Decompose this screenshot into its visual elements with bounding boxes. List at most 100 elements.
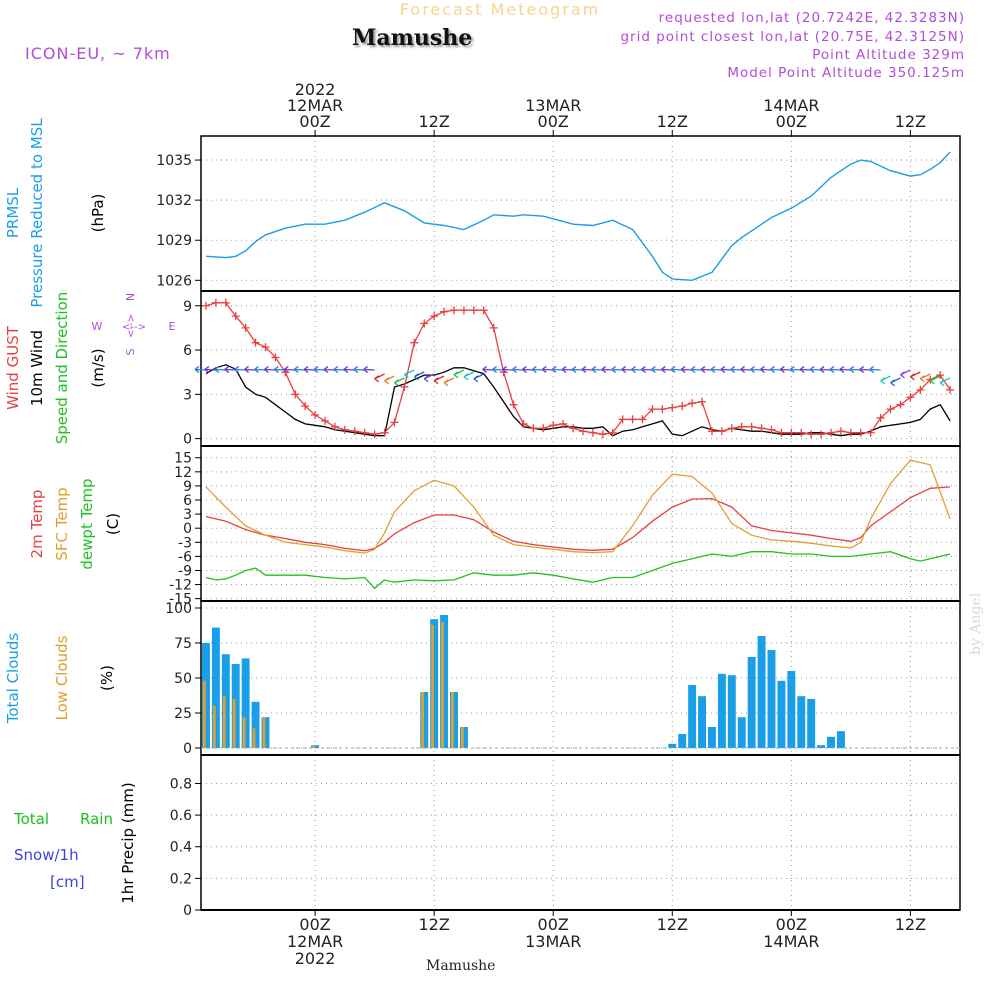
- wind-direction-arrow-head: [700, 365, 706, 373]
- temperature-panel-frame: [200, 445, 961, 602]
- precip-rain-label: Rain: [80, 810, 113, 828]
- wind-10m-label: 10m Wind: [28, 330, 46, 406]
- wind-gust-marker: [440, 307, 449, 316]
- wind-direction-arrow: [502, 368, 514, 371]
- y-tick-label: 0.4: [170, 840, 192, 856]
- wind-gust-marker: [529, 424, 538, 433]
- wind-gust-marker: [886, 405, 895, 414]
- wind-gust-marker: [678, 402, 687, 411]
- wind-gust-marker: [301, 402, 310, 411]
- wind-direction-arrow-head: [443, 379, 449, 387]
- wind-direction-arrow: [760, 368, 772, 371]
- total-clouds-bar: [757, 636, 766, 748]
- wind-direction-arrow-head: [374, 375, 380, 383]
- total-clouds-bar: [201, 643, 210, 748]
- low-clouds-bar: [451, 692, 454, 748]
- station-name: Mamushe: [352, 25, 473, 51]
- y-tick-label: 9: [183, 299, 192, 315]
- wind-direction-arrow-head: [244, 365, 249, 373]
- y-tick-label: 12: [174, 465, 192, 481]
- time-label-top: 14MAR: [763, 96, 819, 115]
- wind-direction-arrow-head: [779, 365, 785, 373]
- wind-direction-arrow: [790, 368, 802, 371]
- wind-gust-marker: [211, 298, 220, 307]
- wind-direction-arrow-head: [641, 365, 646, 373]
- wind-gust-label: Wind GUST: [4, 325, 22, 410]
- low-clouds-bar: [222, 696, 226, 748]
- low-clouds-bar: [262, 717, 266, 748]
- wind-direction-arrow: [671, 368, 683, 371]
- wind-direction-arrow-head: [910, 373, 915, 381]
- wind-direction-arrow: [532, 368, 544, 371]
- wind-direction-arrow: [631, 368, 643, 371]
- compass-south: S: [124, 348, 137, 355]
- wind-gust-marker: [638, 415, 647, 424]
- wind-direction-arrow: [810, 368, 822, 371]
- low-clouds-label: Low Clouds: [53, 635, 71, 720]
- y-tick-label: 1029: [156, 233, 192, 249]
- wind-gust-marker: [747, 422, 756, 431]
- wind-direction-arrow: [244, 368, 256, 371]
- time-label-top: 00Z: [299, 112, 330, 131]
- wind-direction-arrow: [681, 368, 693, 371]
- total-clouds-bar: [311, 745, 320, 748]
- total-clouds-bar: [727, 675, 736, 748]
- wind-gust-marker: [688, 399, 697, 408]
- temp-2m-label: 2m Temp: [28, 490, 46, 559]
- low-clouds-bar: [312, 745, 315, 748]
- time-label-bottom: 12Z: [657, 915, 688, 934]
- wind-direction-arrow-head: [571, 365, 577, 373]
- y-tick-label: 0.2: [170, 871, 192, 887]
- wind-direction-arrow-head: [214, 365, 220, 373]
- wind-gust-marker: [291, 390, 300, 399]
- wind-gust-marker: [479, 306, 488, 315]
- total-clouds-bar: [450, 692, 458, 748]
- wind-gust-marker: [549, 421, 558, 430]
- wind-direction-arrow-head: [660, 365, 666, 373]
- sfc-temp-label: SFC Temp: [53, 487, 71, 560]
- wind-gust-marker: [578, 427, 587, 436]
- y-tick-label: -15: [169, 592, 192, 608]
- wind-direction-arrow: [343, 368, 355, 371]
- wind-gust-marker: [360, 428, 369, 437]
- total-clouds-bar: [668, 743, 677, 748]
- wind-direction-arrow-head: [273, 365, 279, 373]
- wind-direction-arrow-head: [730, 365, 736, 373]
- wind-gust-marker: [846, 428, 855, 437]
- wind-direction-arrow-head: [492, 365, 498, 373]
- wind-gust-marker: [489, 323, 498, 332]
- wind-direction-arrow: [254, 368, 266, 371]
- y-tick-label: 15: [174, 451, 192, 467]
- y-tick-label: 6: [183, 343, 192, 359]
- wind-direction-arrow-head: [254, 365, 259, 373]
- time-label-bottom: 12Z: [418, 915, 449, 934]
- wind-direction-arrow: [710, 368, 722, 371]
- time-label-top: 00Z: [776, 112, 807, 131]
- wind-direction-arrow-head: [353, 365, 359, 373]
- wind-direction-arrow-head: [394, 379, 399, 387]
- low-clouds-bar: [212, 706, 216, 748]
- wind-direction-arrow: [839, 368, 851, 371]
- wind-direction-arrow-head: [900, 371, 905, 379]
- wind-gust-marker: [946, 385, 955, 394]
- precip-panel-frame: [200, 754, 961, 911]
- wind-direction-arrow: [611, 368, 623, 371]
- precip-cm-label: [cm]: [50, 873, 85, 891]
- wind-direction-arrow-head: [631, 365, 636, 373]
- low-clouds-bar: [242, 717, 246, 748]
- y-tick-label: 0: [183, 521, 192, 537]
- clouds-unit: (%): [98, 665, 116, 691]
- wind-unit: (m/s): [89, 348, 107, 387]
- wind-gust-marker: [827, 428, 836, 437]
- wind-gust-marker: [231, 312, 240, 321]
- wind-direction-arrow: [621, 368, 633, 371]
- gridpoint-coords: grid point closest lon,lat (20.75E, 42.3…: [620, 29, 965, 45]
- wind-direction-arrow: [264, 368, 276, 371]
- y-tick-label: 3: [183, 387, 192, 403]
- wind-direction-arrow-head: [710, 365, 716, 373]
- total-clouds-label: Total Clouds: [4, 633, 22, 725]
- total-clouds-bar: [430, 619, 439, 748]
- wind-gust-marker: [668, 403, 677, 412]
- total-clouds-bar: [231, 664, 240, 748]
- y-tick-label: 3: [183, 507, 192, 523]
